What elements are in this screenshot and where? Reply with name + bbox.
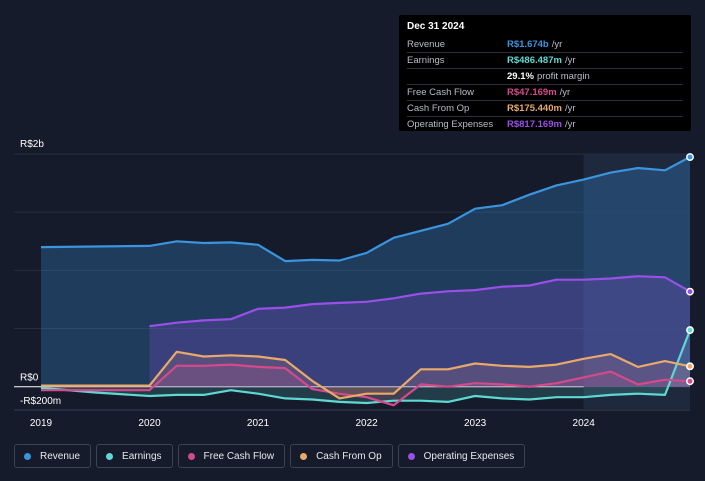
legend-item-operating-expenses[interactable]: Operating Expenses [397, 444, 526, 468]
tooltip-unit: /yr [551, 39, 563, 50]
tooltip-value: R$486.487m [507, 55, 562, 66]
tooltip-value: 29.1% [507, 71, 534, 82]
x-tick-label: 2019 [30, 418, 53, 429]
tooltip-row: Cash From Op R$175.440m/yr [407, 100, 683, 116]
legend-label: Earnings [122, 450, 162, 462]
tooltip-label: Free Cash Flow [407, 87, 475, 98]
series-end-markers [686, 153, 694, 386]
tooltip-label: Operating Expenses [407, 119, 494, 130]
tooltip-row: Free Cash Flow R$47.169m/yr [407, 84, 683, 100]
end-marker-earnings [686, 326, 694, 335]
tooltip-row: Earnings R$486.487m/yr [407, 52, 683, 68]
line-free-cash-flow [41, 363, 691, 407]
y-tick-label: -R$200m [20, 396, 61, 407]
x-tick-label: 2021 [247, 418, 270, 429]
x-tick-label: 2024 [573, 418, 596, 429]
tooltip-panel: Dec 31 2024 Revenue R$1.674b/yr Earnings R$… [399, 15, 691, 131]
tooltip-label: Cash From Op [407, 103, 470, 114]
tooltip-row: Revenue R$1.674b/yr [407, 37, 683, 52]
end-marker-cash-from-op [686, 362, 694, 371]
legend-item-revenue[interactable]: Revenue [14, 444, 92, 468]
line-revenue [40, 156, 691, 263]
tooltip-unit: profit margin [536, 71, 590, 82]
axis-labels: R$2b R$0 -R$200m 2019 2020 2021 2022 2023 2024 [20, 139, 595, 429]
line-cash-from-op [41, 350, 691, 400]
series-lines [40, 156, 692, 407]
legend-label: Cash From Op [316, 450, 382, 462]
tooltip-row: Operating Expenses R$817.169m/yr [407, 116, 683, 132]
tooltip-unit: /yr [564, 103, 576, 114]
tooltip-unit: /yr [564, 119, 576, 130]
tooltip-rows: Revenue R$1.674b/yr Earnings R$486.487m/yr 2… [407, 37, 683, 132]
line-earnings [40, 329, 692, 405]
area-free-cash-flow [41, 364, 690, 406]
legend-item-cash-from-op[interactable]: Cash From Op [290, 444, 393, 468]
x-tick-label: 2022 [355, 418, 378, 429]
grid-lines [14, 153, 690, 411]
area-revenue [41, 157, 690, 387]
tooltip-value: R$47.169m [507, 87, 557, 98]
legend-item-earnings[interactable]: Earnings [96, 444, 173, 468]
x-tick-label: 2023 [464, 418, 487, 429]
legend-dot-icon [106, 452, 114, 460]
line-operating-expenses [149, 275, 691, 328]
tooltip-unit: /yr [559, 87, 571, 98]
end-marker-operating-expenses [686, 287, 694, 296]
tooltip-label: Revenue [407, 39, 446, 50]
end-marker-free-cash-flow [686, 377, 694, 386]
legend-dot-icon [407, 452, 415, 460]
series-areas [41, 157, 690, 406]
end-marker-revenue [686, 153, 694, 161]
tooltip-unit: /yr [564, 55, 576, 66]
tooltip-label: Earnings [407, 55, 445, 66]
legend-dot-icon [187, 452, 195, 460]
tooltip-date: Dec 31 2024 [407, 21, 465, 32]
legend-dot-icon [300, 452, 308, 460]
legend-item-free-cash-flow[interactable]: Free Cash Flow [177, 444, 286, 468]
legend: Revenue Earnings Free Cash Flow Cash From O… [14, 444, 526, 468]
tooltip-value: R$817.169m [507, 119, 562, 130]
tooltip-value: R$175.440m [507, 103, 562, 114]
y-tick-label: R$2b [20, 139, 44, 150]
y-tick-label: R$0 [20, 373, 39, 384]
area-cash-from-op [41, 351, 690, 399]
tooltip-value: R$1.674b [507, 39, 549, 50]
legend-label: Revenue [40, 450, 81, 462]
legend-label: Free Cash Flow [203, 450, 275, 462]
area-earnings [41, 330, 690, 403]
tooltip-row: 29.1% profit margin [407, 68, 683, 84]
chart-canvas: R$2b R$0 -R$200m 2019 2020 2021 2022 2023 2024 [14, 139, 694, 429]
legend-label: Operating Expenses [423, 450, 515, 462]
legend-dot-icon [24, 452, 31, 460]
x-tick-label: 2020 [138, 418, 161, 429]
